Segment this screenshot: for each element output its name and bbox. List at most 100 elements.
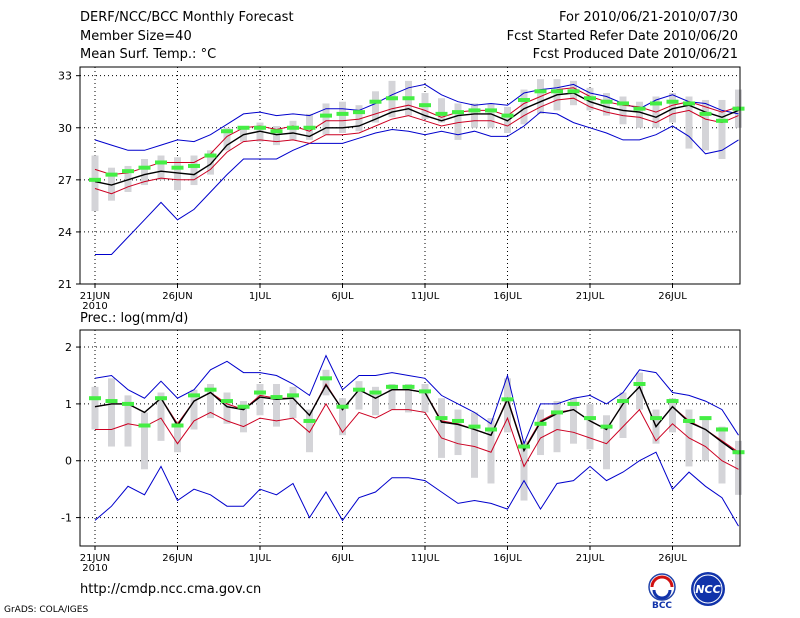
- x-tick-label: 16JUL: [493, 291, 522, 302]
- median-marker: [353, 110, 365, 115]
- median-marker: [369, 99, 382, 104]
- spread-box: [240, 126, 247, 142]
- median-marker: [633, 106, 646, 111]
- spread-box: [454, 103, 462, 140]
- spread-box: [487, 418, 495, 484]
- median-marker: [287, 125, 299, 130]
- median-marker: [155, 160, 167, 165]
- spread-box: [735, 440, 742, 495]
- median-marker: [204, 387, 217, 392]
- spread-box: [603, 415, 610, 470]
- x-tick-label: 11JUL: [411, 553, 440, 564]
- spread-box: [289, 120, 297, 140]
- spread-box: [273, 384, 280, 427]
- x-tick-label: 16JUL: [493, 553, 522, 564]
- spread-box: [157, 392, 165, 441]
- year-label: 2010: [82, 563, 107, 574]
- year-label: 2010: [82, 301, 107, 312]
- median-marker: [369, 390, 382, 395]
- y-tick-label: 30: [58, 122, 72, 135]
- median-marker: [303, 125, 316, 130]
- y-tick-label: 21: [58, 278, 72, 291]
- spread-box: [108, 378, 115, 447]
- median-marker: [336, 111, 349, 116]
- median-marker: [567, 89, 580, 94]
- median-marker: [287, 393, 299, 398]
- median-marker: [171, 165, 184, 170]
- spread-box: [207, 384, 214, 419]
- median-marker: [188, 163, 200, 168]
- median-marker: [485, 427, 497, 432]
- spread-box: [256, 122, 264, 142]
- median-marker: [666, 399, 679, 404]
- y-tick-label: -1: [61, 512, 72, 525]
- median-marker: [683, 418, 695, 423]
- x-tick-label: 21JUN: [80, 553, 110, 564]
- spread-box: [702, 99, 709, 151]
- median-marker: [171, 423, 184, 428]
- spread-box: [141, 412, 148, 470]
- bcc-logo-text: BCC: [652, 601, 672, 610]
- spread-box: [190, 155, 198, 186]
- median-marker: [551, 410, 563, 415]
- spread-box: [636, 372, 643, 410]
- median-marker: [666, 99, 679, 104]
- forecast-period-label: For 2010/06/21-2010/07/30: [559, 10, 738, 25]
- source-url[interactable]: http://cmdp.ncc.cma.gov.cn: [80, 582, 262, 597]
- spread-box: [372, 91, 379, 123]
- spread-box: [108, 167, 115, 201]
- spread-box: [223, 392, 231, 424]
- median-marker: [402, 384, 415, 389]
- spread-box: [487, 103, 495, 128]
- median-marker: [534, 421, 547, 426]
- median-marker: [716, 118, 728, 123]
- ncc-logo-text: NCC: [695, 583, 720, 596]
- median-marker: [320, 113, 332, 118]
- plot-border: [79, 66, 741, 285]
- spread-box: [207, 150, 214, 175]
- median-marker: [600, 99, 613, 104]
- median-marker: [617, 101, 629, 106]
- spread-box: [471, 103, 478, 128]
- median-marker: [89, 177, 101, 182]
- median-marker: [699, 111, 712, 116]
- median-marker: [336, 404, 349, 409]
- series-mean-line: [94, 383, 739, 455]
- median-marker: [468, 424, 481, 429]
- series-upper-line: [94, 87, 739, 176]
- median-marker: [435, 416, 448, 421]
- median-marker: [188, 393, 200, 398]
- median-marker: [485, 108, 497, 113]
- y-tick-label: 24: [58, 226, 72, 239]
- median-marker: [683, 101, 695, 106]
- spread-box: [553, 401, 561, 453]
- ncc-logo: NCC: [691, 572, 725, 606]
- spread-box: [471, 412, 478, 478]
- x-tick-label: 26JUN: [162, 553, 192, 564]
- series-lower-line: [94, 97, 739, 195]
- median-marker: [435, 111, 448, 116]
- spread-box: [438, 398, 445, 458]
- median-marker: [122, 169, 134, 174]
- median-marker: [716, 427, 728, 432]
- median-marker: [518, 444, 530, 449]
- spread-box: [586, 403, 594, 450]
- y-tick-label: 2: [65, 341, 72, 354]
- spread-box: [537, 409, 544, 456]
- median-marker: [270, 395, 283, 400]
- median-marker: [204, 153, 217, 158]
- spread-box: [520, 440, 528, 501]
- x-tick-label: 6JUL: [331, 553, 354, 564]
- series-lower-line: [95, 402, 739, 470]
- spread-box: [174, 157, 181, 191]
- median-marker: [468, 108, 481, 113]
- plot-frame: [79, 329, 741, 547]
- series-min-line: [95, 111, 739, 255]
- spread-box: [438, 98, 445, 123]
- spread-box: [124, 165, 132, 192]
- produced-date-label: Fcst Produced Date 2010/06/21: [532, 47, 738, 62]
- median-marker: [617, 399, 629, 404]
- panel-1: 21 24 27 30 33 21JUN 26JUN 1JUL 6JUL 11JUL 16JUL 21…: [58, 66, 745, 312]
- median-marker: [419, 103, 431, 108]
